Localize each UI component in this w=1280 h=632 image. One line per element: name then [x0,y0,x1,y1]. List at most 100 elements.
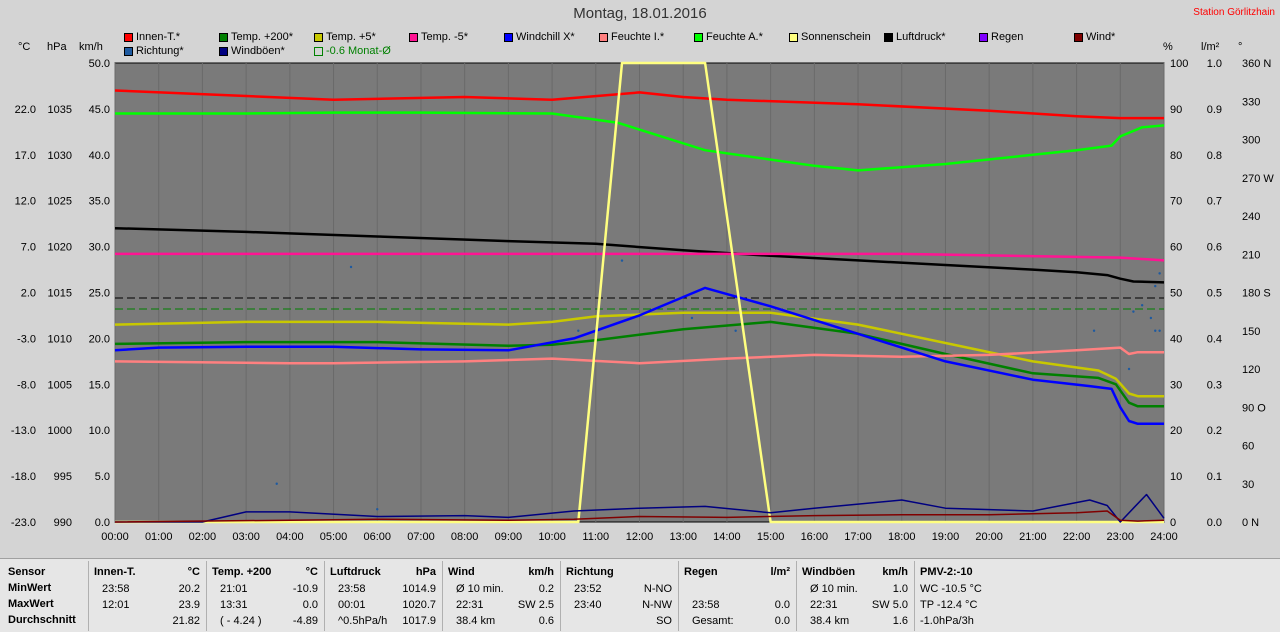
stats-cell: ^0.5hPa/h [338,615,388,627]
x-tick-label: 19:00 [932,531,960,543]
stats-wind-unit: km/h [528,566,554,578]
kmh-tick-label: 30.0 [89,242,110,254]
stats-value: 0.0 [774,615,790,627]
deg-tick-label: 330 [1242,96,1260,108]
stats-innen: Innen-T. °C 23:58 20.2 12:01 23.9 21.82 [94,559,202,632]
x-tick-label: 10:00 [538,531,566,543]
legend-label: Sonnenschein [801,31,871,43]
stats-value: 1020.7 [402,599,436,611]
series-line [114,320,1164,408]
celsius-tick-label: 17.0 [15,150,36,162]
lm2-tick-label: 0.7 [1207,196,1222,208]
unit-kmh: km/h [79,41,103,53]
kmh-tick-label: 10.0 [89,425,110,437]
legend-swatch [409,32,418,42]
x-tick-label: 24:00 [1150,531,1178,543]
percent-tick-label: 70 [1170,196,1182,208]
legend-item-7: Sonnenschein [789,31,871,43]
stats-luftdruck-unit: hPa [415,566,436,578]
series-line [114,226,1165,284]
deg-tick-label: 0 N [1242,517,1259,529]
legend-swatch [124,46,133,56]
legend-swatch [219,32,228,42]
lm2-tick-label: 0.9 [1207,104,1222,116]
percent-tick-label: 80 [1170,150,1182,162]
legend-item-11: Richtung* [124,45,184,57]
direction-point [1140,304,1144,307]
x-tick-label: 02:00 [189,531,217,543]
series-line [114,311,1164,398]
percent-tick-label: 100 [1170,58,1188,70]
stats-temp200-unit: °C [305,566,318,578]
legend-item-4: Windchill X* [504,31,575,43]
celsius-tick-label: 7.0 [21,242,36,254]
x-tick-label: 18:00 [888,531,916,543]
stats-value: -4.89 [292,615,318,627]
celsius-tick-label: 22.0 [15,104,36,116]
direction-point [376,508,379,511]
hpa-tick-label: 1005 [48,379,72,391]
legend-swatch [219,46,228,56]
x-tick-label: 04:00 [276,531,304,543]
deg-tick-label: 90 O [1242,402,1266,414]
hpa-tick-label: 990 [54,517,72,529]
legend-label: Temp. -5* [421,31,469,43]
legend-swatch [124,32,133,42]
hpa-tick-label: 995 [54,471,72,483]
legend-swatch [504,32,513,42]
legend-swatch [979,32,988,42]
series-line [114,346,1164,365]
percent-tick-label: 60 [1170,242,1182,254]
direction-point [1149,316,1153,320]
stats-cell: 23:52 [574,583,602,595]
stats-cell: 00:01 [338,599,366,611]
hpa-tick-label: 1030 [48,150,72,162]
station-name: Station Görlitzhain [1193,7,1275,18]
stats-panel: Sensor MinWert MaxWert Durchschnitt Inne… [0,558,1280,632]
celsius-tick-label: -3.0 [17,333,36,345]
legend-item-3: Temp. -5* [409,31,468,43]
unit-lm2: l/m² [1201,41,1220,53]
lm2-tick-label: 0.0 [1207,517,1222,529]
stats-sensor-header: Sensor [8,566,46,578]
stats-cell: 21:01 [220,583,248,595]
legend-item-6: Feuchte A.* [694,31,763,43]
stats-regen-unit: l/m² [770,566,790,578]
unit-hpa: hPa [47,41,67,53]
stats-sensor: Sensor MinWert MaxWert Durchschnitt [8,559,88,632]
unit-celsius: °C [18,41,31,53]
direction-point [1154,329,1157,332]
legend-label: Temp. +200* [231,31,294,43]
lm2-tick-label: 0.8 [1207,150,1222,162]
series-line [114,286,1164,426]
stats-value: SW 2.5 [517,599,554,611]
celsius-tick-label: -18.0 [11,471,36,483]
stats-value: 0.2 [538,583,554,595]
x-tick-label: 07:00 [407,531,435,543]
celsius-tick-label: 2.0 [21,288,36,300]
stats-value: N-NW [642,599,672,611]
lm2-tick-label: 1.0 [1207,58,1222,70]
x-tick-label: 15:00 [757,531,785,543]
celsius-tick-label: -23.0 [11,517,36,529]
stats-label-avg: Durchschnitt [8,614,76,626]
x-tick-label: 08:00 [451,531,479,543]
legend-item-2: Temp. +5* [314,31,376,43]
x-tick-label: 00:00 [101,531,129,543]
legend-swatch [599,32,608,42]
direction-point [690,316,694,320]
stats-cell: 38.4 km [456,615,496,627]
kmh-tick-label: 5.0 [95,471,110,483]
kmh-tick-label: 0.0 [95,517,110,529]
kmh-tick-label: 50.0 [89,58,110,70]
legend-swatch [314,32,323,42]
stats-value: 0.0 [302,599,318,611]
direction-point [1132,310,1135,313]
legend-label: Wind* [1086,31,1116,43]
legend-label: Feuchte A.* [706,31,763,43]
stats-cell: 38.4 km [810,615,850,627]
stats-cell: 22:31 [456,599,484,611]
stats-label-min: MinWert [8,582,52,594]
stats-cell: 23:40 [574,599,602,611]
deg-tick-label: 150 [1242,326,1260,338]
